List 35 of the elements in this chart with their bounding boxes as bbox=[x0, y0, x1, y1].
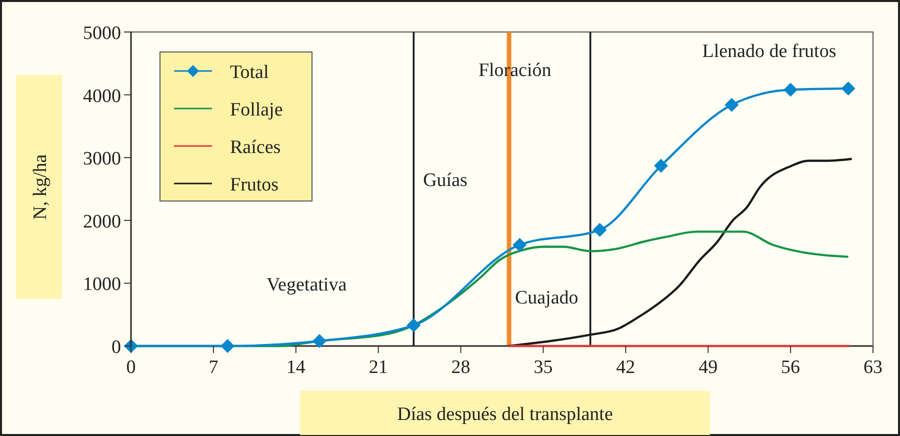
annotation: Vegetativa bbox=[266, 274, 348, 296]
point bbox=[784, 82, 798, 97]
x-tick-label: 63 bbox=[864, 357, 882, 378]
annotation: Cuajado bbox=[514, 287, 578, 308]
point bbox=[406, 318, 421, 332]
legend-label: Total bbox=[230, 62, 269, 83]
y-tick-label: 2000 bbox=[83, 211, 121, 232]
y-axis-title: N, kg/ha bbox=[30, 154, 51, 220]
x-tick-label: 28 bbox=[451, 357, 470, 378]
y-tick-label: 0 bbox=[112, 337, 121, 358]
point bbox=[724, 98, 739, 112]
x-tick-label: 42 bbox=[616, 357, 636, 378]
y-tick-label: 1000 bbox=[83, 274, 121, 296]
point bbox=[312, 334, 326, 348]
x-tick-label: 21 bbox=[368, 357, 388, 378]
x-tick-label: 14 bbox=[286, 357, 306, 378]
y-tick-label: 5000 bbox=[83, 23, 121, 44]
x-tick-label: 49 bbox=[698, 357, 718, 378]
x-tick-label: 56 bbox=[781, 357, 800, 378]
x-tick-label: 7 bbox=[208, 357, 218, 378]
legend-label: Frutos bbox=[230, 174, 279, 196]
y-tick-label: 4000 bbox=[83, 86, 121, 107]
x-tick-label: 35 bbox=[534, 357, 553, 378]
point bbox=[512, 238, 527, 252]
point bbox=[592, 222, 607, 237]
point bbox=[220, 339, 235, 353]
point bbox=[841, 82, 856, 96]
point bbox=[654, 158, 668, 173]
legend-label: Raíces bbox=[230, 137, 281, 158]
annotation: Llenado de frutos bbox=[702, 41, 836, 62]
legend-label: Follaje bbox=[230, 100, 283, 120]
y-tick-label: 3000 bbox=[83, 148, 121, 170]
x-tick-label: 0 bbox=[126, 357, 136, 378]
annotation: Guías bbox=[423, 170, 468, 191]
x-axis-title: Días después del transplante bbox=[397, 404, 613, 425]
